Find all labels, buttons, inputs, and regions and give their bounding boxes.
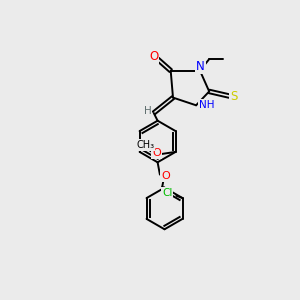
Text: CH₃: CH₃ (136, 140, 154, 150)
Text: S: S (230, 90, 238, 103)
Text: O: O (152, 148, 161, 158)
Text: N: N (196, 60, 205, 73)
Text: H: H (144, 106, 152, 116)
Text: O: O (149, 50, 158, 63)
Text: O: O (161, 171, 170, 181)
Text: Cl: Cl (162, 188, 172, 198)
Text: NH: NH (199, 100, 214, 110)
